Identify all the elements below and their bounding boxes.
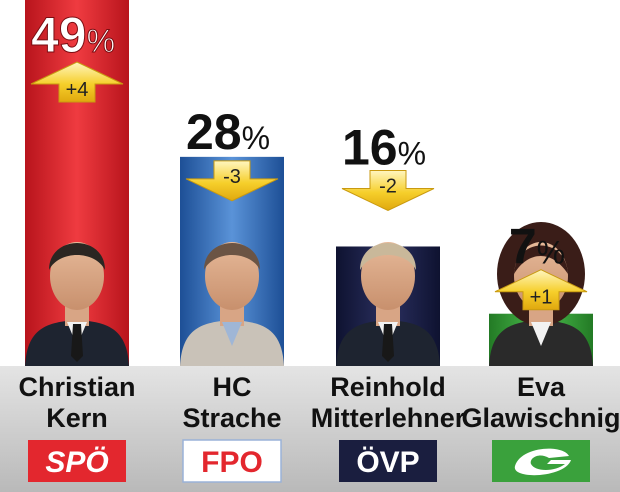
party-logo: SPÖ — [28, 440, 126, 482]
column-2: -3 28% HC Strache FPO — [180, 104, 284, 483]
arrow-down-icon — [341, 169, 435, 212]
party-logo-bg — [28, 440, 126, 482]
change-label: +4 — [66, 79, 89, 101]
percent-label: 16% — [342, 119, 426, 175]
party-logo-bg — [182, 439, 282, 483]
name-line: Reinhold — [330, 372, 446, 402]
party-logo: FPO — [182, 439, 282, 483]
columns-layer: +4 49% Christian Kern SPÖ -3 28% HC Strache FPO -2… — [18, 0, 620, 483]
party-logo: ÖVP — [339, 440, 437, 482]
name-line: Mitterlehner — [311, 403, 466, 433]
face — [205, 242, 259, 310]
percent-value: 16 — [342, 119, 398, 175]
neck — [65, 304, 89, 326]
party-logo-bg — [339, 440, 437, 482]
party-logo-text: ÖVP — [356, 446, 419, 479]
name-line: Strache — [182, 403, 281, 433]
candidate-photo — [25, 242, 129, 366]
percent-unit: % — [398, 135, 426, 171]
arrow-up-icon — [494, 269, 588, 311]
party-logo — [492, 440, 590, 482]
candidate-name: Christian Kern — [18, 372, 135, 433]
neck — [220, 304, 244, 326]
party-logo-text: FPO — [201, 446, 263, 479]
tie — [71, 324, 83, 362]
candidate-photo — [180, 242, 284, 366]
tie — [382, 324, 394, 362]
collar — [531, 322, 551, 346]
percent-value: 7 — [509, 219, 537, 275]
column-4: +1 7% Eva Glawischnig — [461, 219, 620, 482]
column-1: +4 49% Christian Kern SPÖ — [18, 0, 136, 482]
party-logo-bg — [492, 440, 590, 482]
name-line: Glawischnig — [461, 403, 620, 433]
hair — [204, 243, 260, 270]
name-line: Eva — [517, 372, 566, 402]
arrow-up-icon — [30, 61, 124, 103]
name-line: Christian — [18, 372, 135, 402]
percent-label: 28% — [186, 104, 270, 160]
percent-label: 7% — [509, 219, 565, 275]
candidate-name: Eva Glawischnig — [461, 372, 620, 433]
percent-value: 49 — [31, 7, 87, 63]
candidate-photo — [336, 242, 440, 366]
change-label: -2 — [379, 175, 397, 197]
neck — [376, 304, 400, 326]
percent-unit: % — [87, 23, 115, 59]
column-3: -216% Reinhold Mitterlehner ÖVP — [311, 119, 466, 482]
change-label: -3 — [223, 166, 241, 188]
percent-label: 49% — [31, 7, 115, 63]
candidate-name: HC Strache — [182, 372, 281, 433]
party-logo-text: SPÖ — [45, 446, 108, 479]
green-party-icon — [514, 448, 571, 476]
change-label: +1 — [530, 287, 553, 309]
percent-unit: % — [537, 235, 565, 271]
name-line: Kern — [46, 403, 108, 433]
name-line: HC — [213, 372, 252, 402]
face — [50, 242, 104, 310]
hair — [360, 243, 416, 270]
fringe — [514, 245, 568, 274]
candidate-name: Reinhold Mitterlehner — [311, 372, 466, 433]
arrow-down-icon — [185, 160, 279, 202]
collar — [222, 322, 242, 346]
percent-unit: % — [242, 120, 270, 156]
face — [361, 242, 415, 310]
percent-value: 28 — [186, 104, 242, 160]
hair — [49, 243, 105, 270]
